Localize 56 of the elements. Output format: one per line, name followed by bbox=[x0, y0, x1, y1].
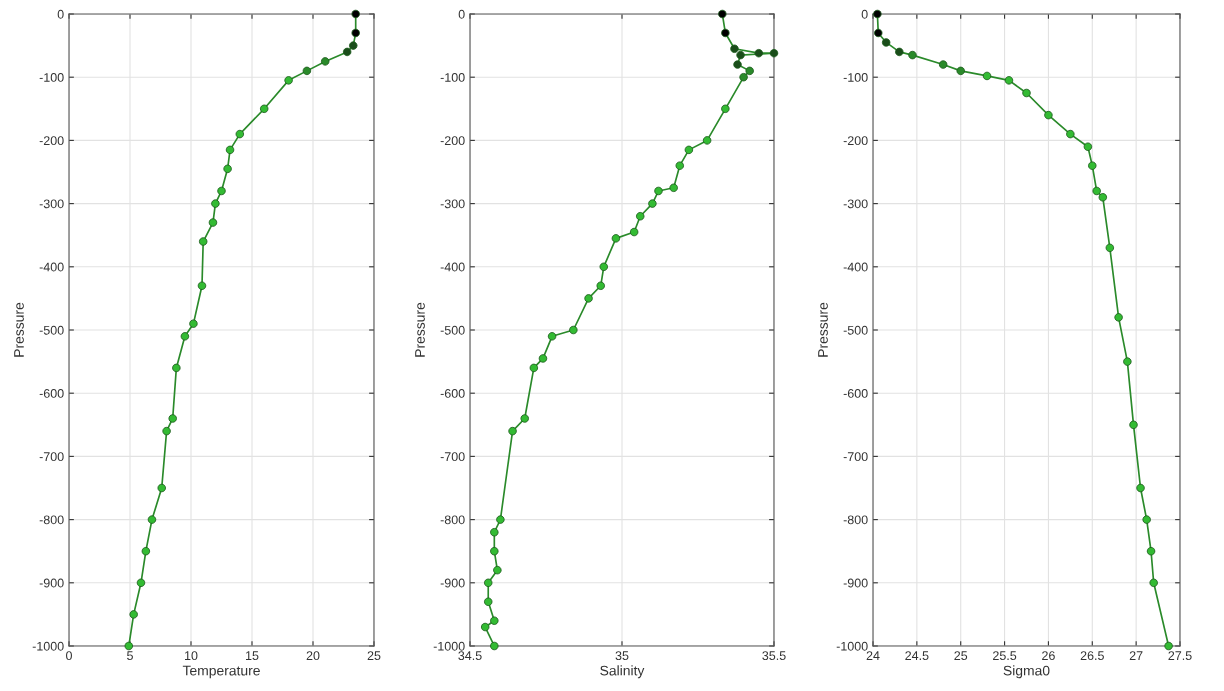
y-tick-label: -700 bbox=[843, 452, 868, 462]
y-tick-label: -200 bbox=[843, 136, 868, 146]
y-tick-label: -400 bbox=[39, 262, 64, 272]
y-tick-label: 0 bbox=[458, 9, 465, 19]
y-tick-label: -900 bbox=[440, 578, 465, 588]
x-tick-label: 5 bbox=[127, 651, 133, 661]
y-tick-label: -100 bbox=[440, 73, 465, 82]
y-tick-label: -900 bbox=[39, 578, 64, 588]
y-tick-label: -300 bbox=[39, 199, 64, 209]
y-tick-label: -600 bbox=[843, 389, 868, 398]
x-tick-label: 10 bbox=[185, 651, 198, 661]
y-tick-label: -700 bbox=[440, 452, 465, 462]
y-tick-label: -100 bbox=[39, 73, 64, 82]
x-axis-title: Sigma0 bbox=[1003, 665, 1050, 679]
y-tick-label: -800 bbox=[440, 515, 465, 525]
y-tick-label: 0 bbox=[57, 9, 64, 19]
x-tick-label: 25 bbox=[954, 651, 968, 661]
y-axis-title: Pressure bbox=[14, 302, 24, 357]
y-tick-label: -300 bbox=[843, 199, 868, 209]
x-tick-label: 34.5 bbox=[458, 651, 482, 661]
y-tick-label: -800 bbox=[39, 515, 64, 525]
y-tick-label: -800 bbox=[843, 515, 868, 525]
y-tick-label: -900 bbox=[843, 578, 868, 588]
y-tick-label: -1000 bbox=[32, 641, 64, 651]
x-tick-label: 20 bbox=[306, 651, 320, 661]
y-tick-label: -200 bbox=[440, 136, 465, 146]
x-tick-label: 15 bbox=[246, 651, 259, 661]
y-tick-label: -400 bbox=[843, 262, 868, 272]
y-tick-label: -600 bbox=[39, 389, 64, 398]
x-axis-title: Salinity bbox=[600, 665, 645, 679]
y-axis-title: Pressure bbox=[818, 302, 828, 357]
y-tick-label: -500 bbox=[440, 325, 465, 335]
x-tick-label: 27.5 bbox=[1168, 651, 1192, 661]
y-tick-label: -300 bbox=[440, 199, 465, 209]
y-tick-label: -700 bbox=[39, 452, 64, 462]
x-tick-label: 35 bbox=[615, 651, 629, 661]
y-tick-label: 0 bbox=[861, 9, 868, 19]
y-tick-label: -1000 bbox=[836, 641, 868, 651]
x-tick-label: 0 bbox=[66, 651, 72, 661]
x-tick-label: 25.5 bbox=[993, 651, 1017, 661]
y-tick-label: -500 bbox=[843, 325, 868, 335]
y-tick-label: -100 bbox=[843, 73, 868, 82]
x-tick-label: 35.5 bbox=[762, 651, 786, 661]
x-tick-label: 26 bbox=[1042, 651, 1055, 661]
y-tick-label: -500 bbox=[39, 325, 64, 335]
y-tick-label: -200 bbox=[39, 136, 64, 146]
x-tick-label: 27 bbox=[1129, 651, 1143, 660]
x-tick-label: 25 bbox=[367, 651, 381, 661]
y-tick-label: -600 bbox=[440, 389, 465, 398]
y-axis-title: Pressure bbox=[415, 302, 425, 357]
x-axis-title: Temperature bbox=[182, 665, 260, 679]
y-tick-label: -1000 bbox=[433, 641, 465, 651]
y-tick-label: -400 bbox=[440, 262, 465, 272]
x-tick-label: 26.5 bbox=[1080, 651, 1104, 661]
x-tick-label: 24 bbox=[866, 651, 880, 660]
x-tick-label: 24.5 bbox=[905, 651, 929, 661]
